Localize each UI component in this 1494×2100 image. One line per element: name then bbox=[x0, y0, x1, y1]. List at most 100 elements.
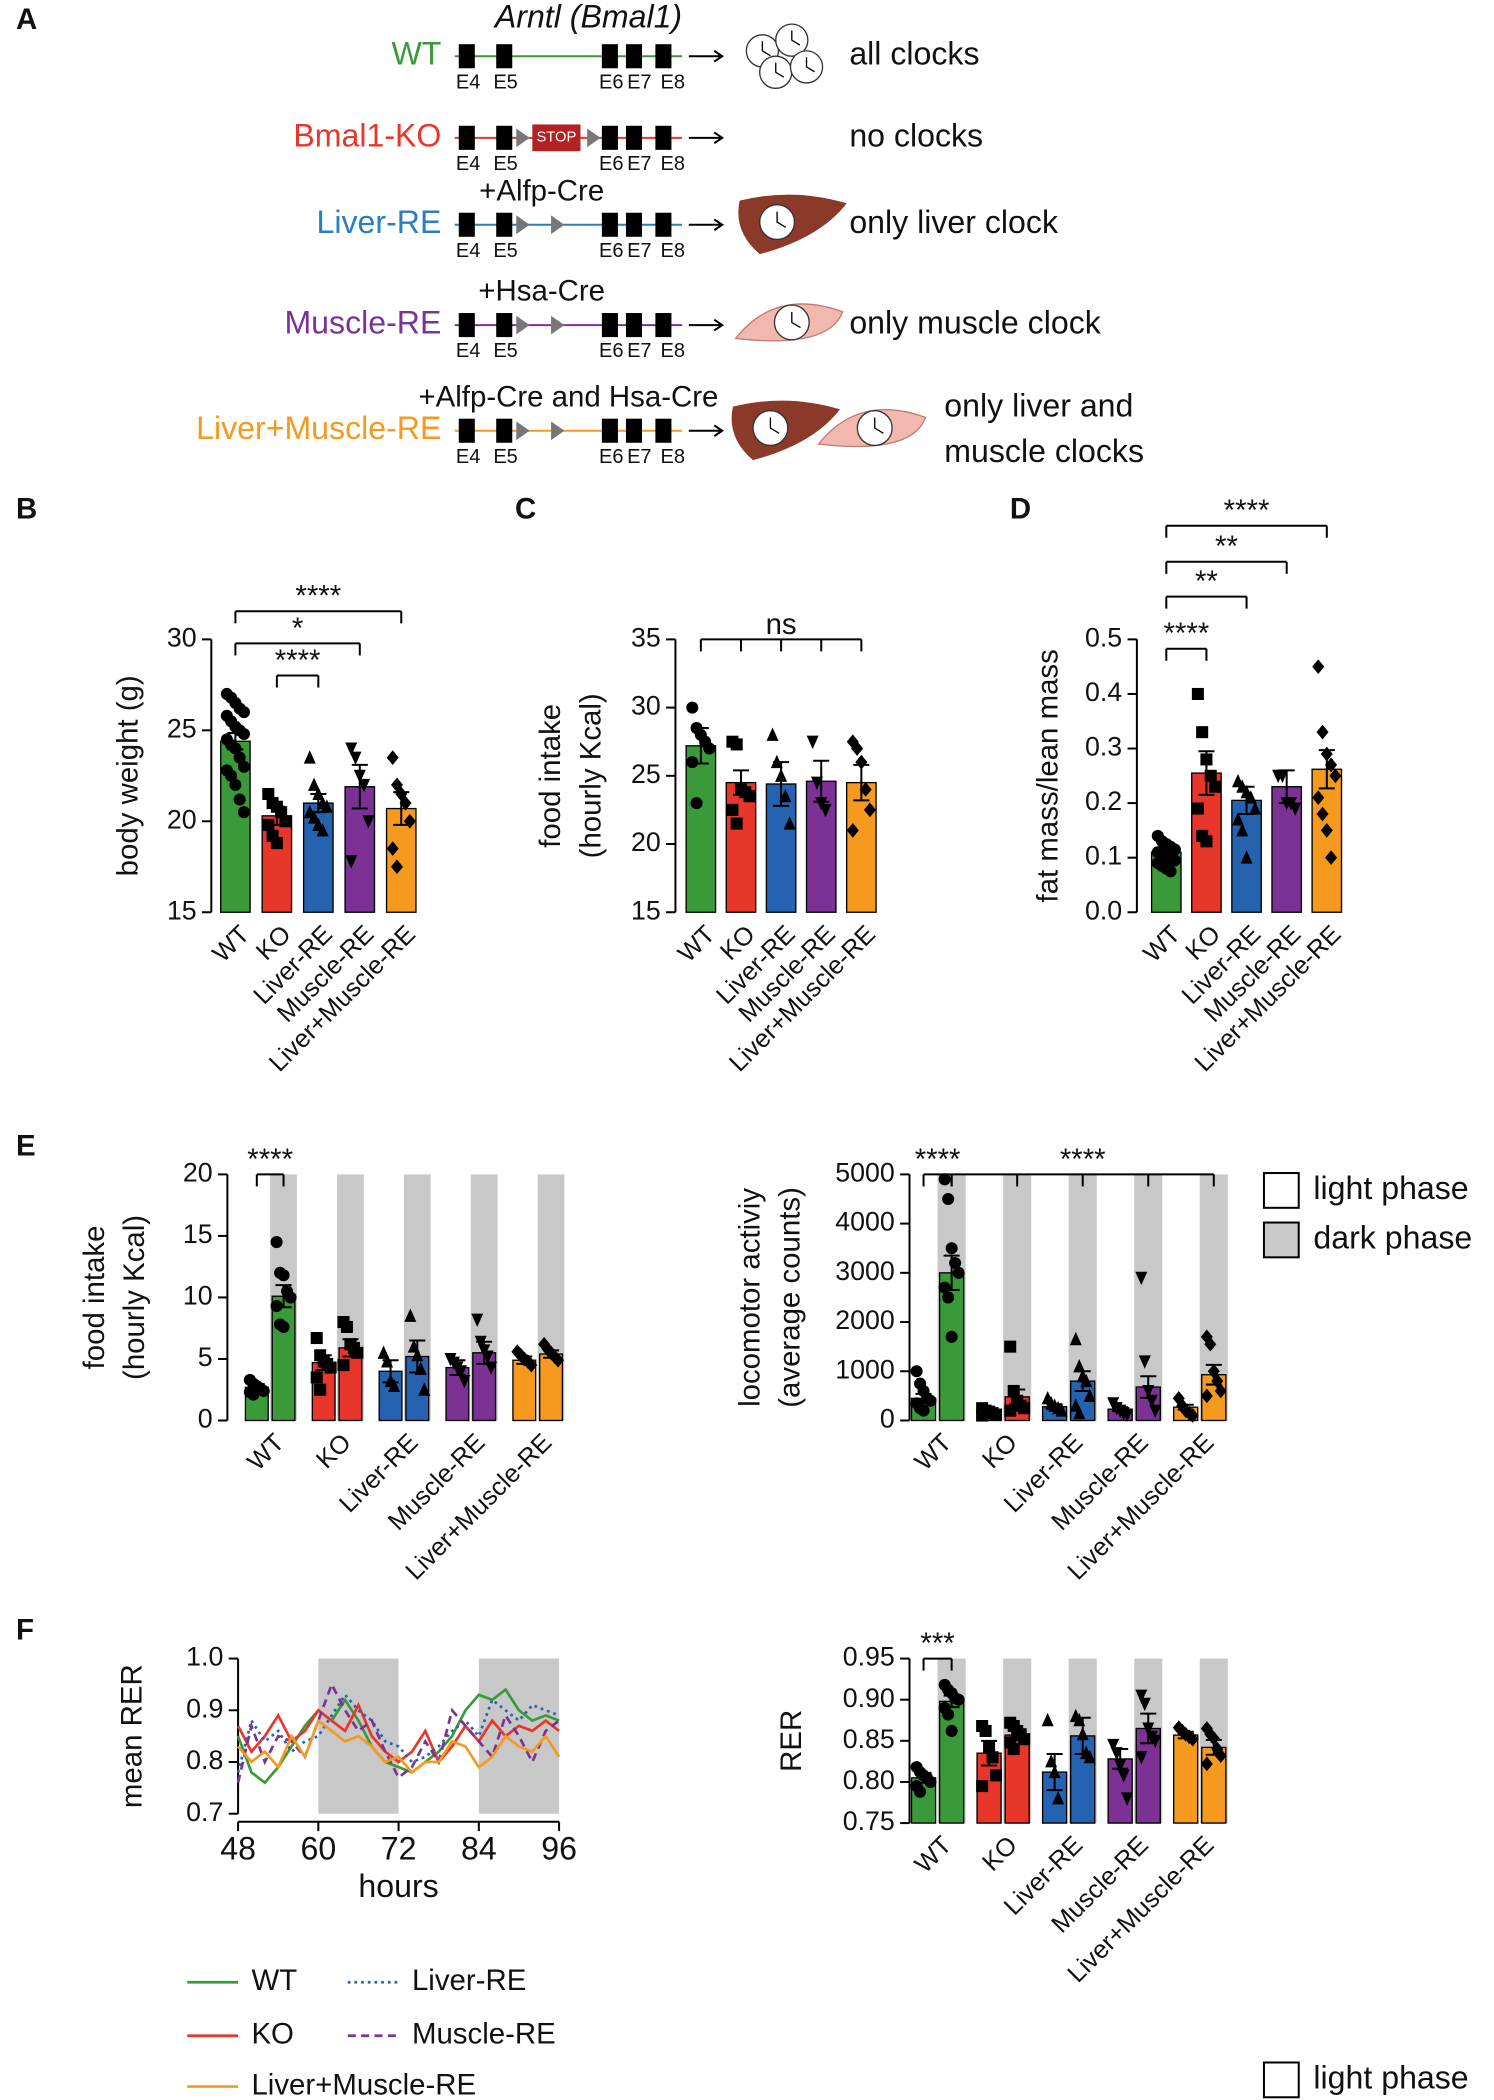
exon-label: E5 bbox=[493, 240, 518, 262]
data-point bbox=[730, 817, 743, 830]
exon bbox=[655, 125, 672, 150]
exon bbox=[601, 44, 618, 69]
legend-label: Liver+Muscle-RE bbox=[251, 2068, 476, 2100]
x-tick-label: 72 bbox=[381, 1831, 417, 1867]
data-point bbox=[1117, 1769, 1130, 1783]
y-tick-label: 20 bbox=[183, 1157, 213, 1187]
bar bbox=[685, 745, 717, 913]
exon bbox=[625, 44, 643, 69]
y-axis-label: locomotor activiy bbox=[733, 1188, 766, 1407]
exon-label: E6 bbox=[599, 446, 624, 468]
y-axis-label: RER bbox=[775, 1710, 808, 1772]
significance-label: **** bbox=[295, 580, 341, 613]
data-point bbox=[233, 751, 246, 764]
genotype-label: Muscle-RE bbox=[284, 305, 441, 341]
bar bbox=[302, 802, 334, 913]
exon-label: E7 bbox=[627, 153, 652, 175]
exon-label: E8 bbox=[661, 340, 686, 362]
error-bar bbox=[943, 1254, 960, 1292]
error-bar bbox=[853, 763, 870, 802]
data-point bbox=[1204, 1336, 1217, 1352]
exon-label: E7 bbox=[627, 340, 652, 362]
exon bbox=[625, 313, 643, 338]
data-point bbox=[1236, 823, 1249, 837]
loxp bbox=[516, 315, 530, 335]
data-point bbox=[1138, 1697, 1151, 1712]
data-line bbox=[236, 1692, 560, 1773]
exon bbox=[496, 313, 513, 338]
x-tick-label: 96 bbox=[541, 1831, 577, 1867]
data-point bbox=[810, 776, 823, 790]
legend-label: light phase bbox=[1313, 2059, 1468, 2095]
loxp bbox=[587, 128, 601, 148]
significance-label: ** bbox=[1215, 530, 1238, 563]
y-tick-label: 30 bbox=[631, 691, 661, 721]
bar bbox=[765, 783, 797, 913]
panel-letter: A bbox=[16, 3, 37, 36]
x-axis-label: hours bbox=[358, 1868, 438, 1904]
phase-band bbox=[1003, 1174, 1032, 1421]
data-point bbox=[277, 1320, 290, 1333]
data-point bbox=[945, 1724, 958, 1737]
bar bbox=[845, 781, 877, 913]
x-tick-label: 60 bbox=[300, 1831, 336, 1867]
outcome-label: muscle clocks bbox=[944, 433, 1144, 469]
data-point bbox=[310, 1332, 323, 1345]
data-point bbox=[703, 742, 716, 755]
y-tick-label: 0.8 bbox=[186, 1745, 223, 1775]
x-tick-label: WT bbox=[1138, 920, 1186, 968]
data-point bbox=[1052, 1791, 1065, 1805]
error-bar bbox=[915, 1771, 932, 1784]
data-point bbox=[952, 1266, 965, 1279]
error-bar bbox=[773, 761, 790, 807]
data-point bbox=[1004, 1340, 1017, 1353]
genotype-label: Bmal1-KO bbox=[293, 117, 441, 153]
data-point bbox=[1249, 801, 1262, 815]
data-point bbox=[1149, 1404, 1162, 1419]
data-point bbox=[320, 799, 333, 813]
data-point bbox=[270, 1300, 283, 1313]
data-point bbox=[1207, 1731, 1220, 1746]
exon-label: E4 bbox=[456, 340, 481, 362]
error-bar bbox=[342, 1338, 359, 1358]
exon-label: E7 bbox=[627, 240, 652, 262]
error-bar bbox=[1046, 1403, 1063, 1411]
y-tick-label: 0 bbox=[880, 1404, 895, 1434]
data-point bbox=[743, 790, 756, 803]
data-point bbox=[1191, 687, 1204, 700]
data-point bbox=[1231, 812, 1245, 826]
error-bar bbox=[981, 1409, 998, 1415]
y-axis-label: food intake bbox=[534, 704, 567, 848]
data-point bbox=[1312, 790, 1325, 805]
data-point bbox=[1204, 769, 1217, 782]
data-point bbox=[815, 797, 828, 811]
data-point bbox=[990, 1769, 1003, 1782]
x-tick-label: WT bbox=[207, 920, 255, 968]
data-line bbox=[236, 1687, 560, 1785]
y-tick-label: 0.9 bbox=[186, 1693, 223, 1723]
exon bbox=[625, 125, 643, 150]
data-point bbox=[418, 1382, 431, 1396]
legend-label: WT bbox=[251, 1964, 297, 1997]
y-tick-label: 20 bbox=[167, 804, 197, 834]
data-point bbox=[1007, 1743, 1020, 1756]
data-point bbox=[1325, 850, 1338, 866]
data-point bbox=[340, 1320, 353, 1333]
data-point bbox=[1073, 1358, 1086, 1373]
y-tick-label: 25 bbox=[631, 759, 661, 789]
significance-label: * bbox=[292, 612, 303, 645]
y-tick-label: 2000 bbox=[835, 1305, 895, 1335]
exon-label: E5 bbox=[493, 71, 518, 93]
y-axis-label: (average counts) bbox=[774, 1187, 807, 1408]
data-point bbox=[308, 810, 321, 824]
y-tick-label: 0.4 bbox=[1085, 677, 1122, 707]
y-axis-label: food intake bbox=[78, 1226, 111, 1370]
legend-label: light phase bbox=[1313, 1170, 1468, 1206]
legend-label: KO bbox=[251, 2018, 293, 2051]
exon-label: E5 bbox=[493, 446, 518, 468]
data-point bbox=[1191, 802, 1204, 815]
data-line bbox=[237, 1718, 561, 1775]
data-point bbox=[1135, 1751, 1148, 1765]
data-point bbox=[1186, 1408, 1199, 1423]
